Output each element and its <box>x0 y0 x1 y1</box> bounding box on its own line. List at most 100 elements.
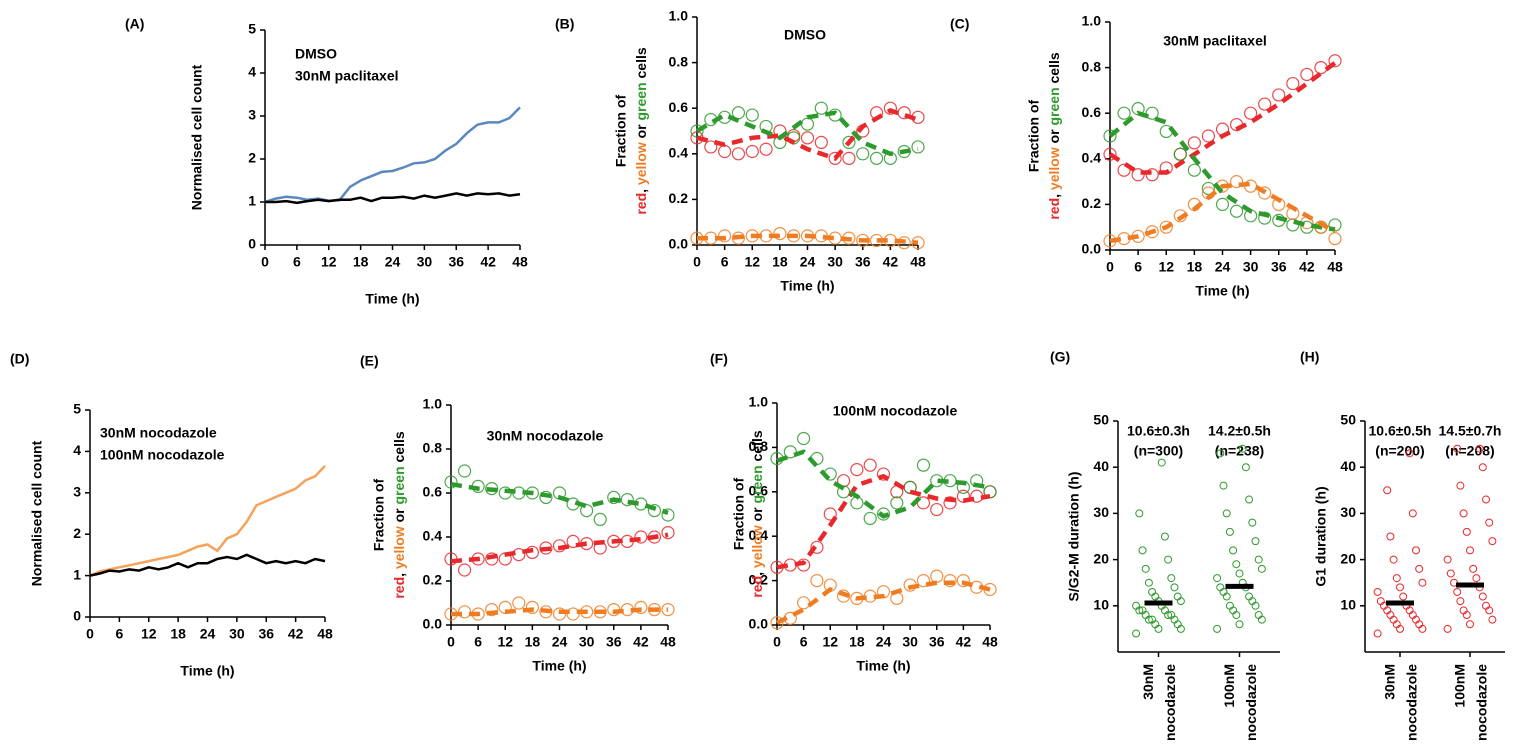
point <box>1117 106 1131 120</box>
point <box>539 541 553 555</box>
x-tick-label: 48 <box>660 634 676 650</box>
point <box>1466 620 1474 629</box>
y-axis-label: Fraction of <box>1026 100 1042 173</box>
y-axis-label-part: cells <box>391 431 407 466</box>
point <box>1456 481 1465 490</box>
y-tick-label: 4 <box>248 64 256 80</box>
y-tick-label: 1 <box>248 193 256 209</box>
y-axis-label-part: cells <box>749 430 765 465</box>
panel-label: (B) <box>555 16 574 32</box>
point <box>1254 611 1263 620</box>
point <box>718 144 732 159</box>
x-axis-label: Time (h) <box>365 291 419 307</box>
x-tick-label: 36 <box>855 254 871 270</box>
point <box>1173 147 1187 161</box>
point <box>930 569 944 583</box>
x-tick-label: 18 <box>772 254 788 270</box>
y-axis-label-part: , <box>1046 190 1062 198</box>
y-tick-label: 0.0 <box>1082 241 1102 257</box>
y-axis-label-part: red <box>391 577 407 599</box>
point <box>943 496 957 510</box>
point <box>1238 444 1247 453</box>
panel-label: (D) <box>10 351 29 367</box>
x-tick-label: 36 <box>1271 259 1287 275</box>
point <box>1201 129 1216 143</box>
point <box>1225 601 1234 610</box>
x-axis-label: Time (h) <box>856 658 910 674</box>
y-tick-label: 0.8 <box>749 438 769 454</box>
y-axis-label-part: or <box>391 505 407 527</box>
point <box>814 135 828 149</box>
line <box>264 106 521 204</box>
point <box>1157 458 1166 467</box>
y-axis-label-part: green <box>749 465 765 503</box>
point <box>1459 509 1468 518</box>
point <box>1466 546 1474 555</box>
point <box>810 573 824 588</box>
point <box>1482 495 1490 504</box>
point <box>814 101 828 115</box>
x-tick-label: 42 <box>1299 259 1315 275</box>
fit-line <box>775 580 991 625</box>
x-tick-label: 42 <box>633 634 649 650</box>
x-axis-label: Time (h) <box>532 658 586 674</box>
point <box>690 124 704 138</box>
point <box>1103 129 1117 143</box>
y-tick-label: 5 <box>73 401 81 417</box>
y-axis-label: Normalised cell count <box>189 64 205 210</box>
point <box>1159 220 1173 234</box>
point <box>1144 578 1153 587</box>
point <box>850 463 864 477</box>
point <box>457 464 472 478</box>
point <box>647 504 662 518</box>
point <box>1244 106 1258 120</box>
point <box>1396 583 1404 592</box>
point <box>485 602 499 617</box>
x-tick-label: nocodazole <box>1404 664 1420 741</box>
point <box>745 108 759 122</box>
y-axis-label-part: , <box>633 185 649 193</box>
x-tick-label: 48 <box>512 254 528 270</box>
x-axis-label: Time (h) <box>780 278 834 294</box>
point <box>1443 624 1452 633</box>
point <box>1213 624 1222 633</box>
point <box>956 573 970 588</box>
x-tick-label: 6 <box>721 254 729 270</box>
point <box>718 229 732 243</box>
point <box>1482 601 1490 610</box>
x-tick-label: 6 <box>474 634 482 650</box>
point <box>810 540 824 554</box>
point <box>800 117 815 131</box>
point <box>836 485 851 499</box>
point <box>1328 232 1342 246</box>
point <box>1245 592 1254 601</box>
y-tick-label: 30 <box>1093 504 1109 520</box>
point <box>869 151 884 165</box>
point <box>1258 186 1272 200</box>
x-tick-label: 12 <box>141 626 157 642</box>
x-axis-label: Time (h) <box>180 663 234 679</box>
y-axis-label-part: yellow <box>1046 147 1062 190</box>
fit-line <box>1108 61 1337 175</box>
point <box>842 151 856 165</box>
y-tick-label: 20 <box>1340 550 1356 566</box>
y-tick-label: 2 <box>73 525 81 541</box>
point <box>1254 555 1263 564</box>
x-axis-label: Time (h) <box>1195 283 1249 299</box>
y-axis-label-part: red <box>1046 198 1062 220</box>
y-tick-label: 50 <box>1093 412 1109 428</box>
x-tick-label: 6 <box>115 626 123 642</box>
point <box>1138 546 1147 555</box>
x-tick-label: 48 <box>982 634 998 650</box>
point <box>916 573 931 588</box>
point <box>1373 629 1382 638</box>
x-tick-label: 42 <box>480 254 496 270</box>
x-tick-label: 24 <box>385 254 401 270</box>
point <box>704 140 718 154</box>
fit-line <box>776 473 991 570</box>
panel-label: (H) <box>1300 349 1319 365</box>
point <box>634 530 648 544</box>
x-tick-label: 18 <box>849 634 865 650</box>
panel-label: (F) <box>710 351 728 367</box>
point <box>1103 147 1117 161</box>
